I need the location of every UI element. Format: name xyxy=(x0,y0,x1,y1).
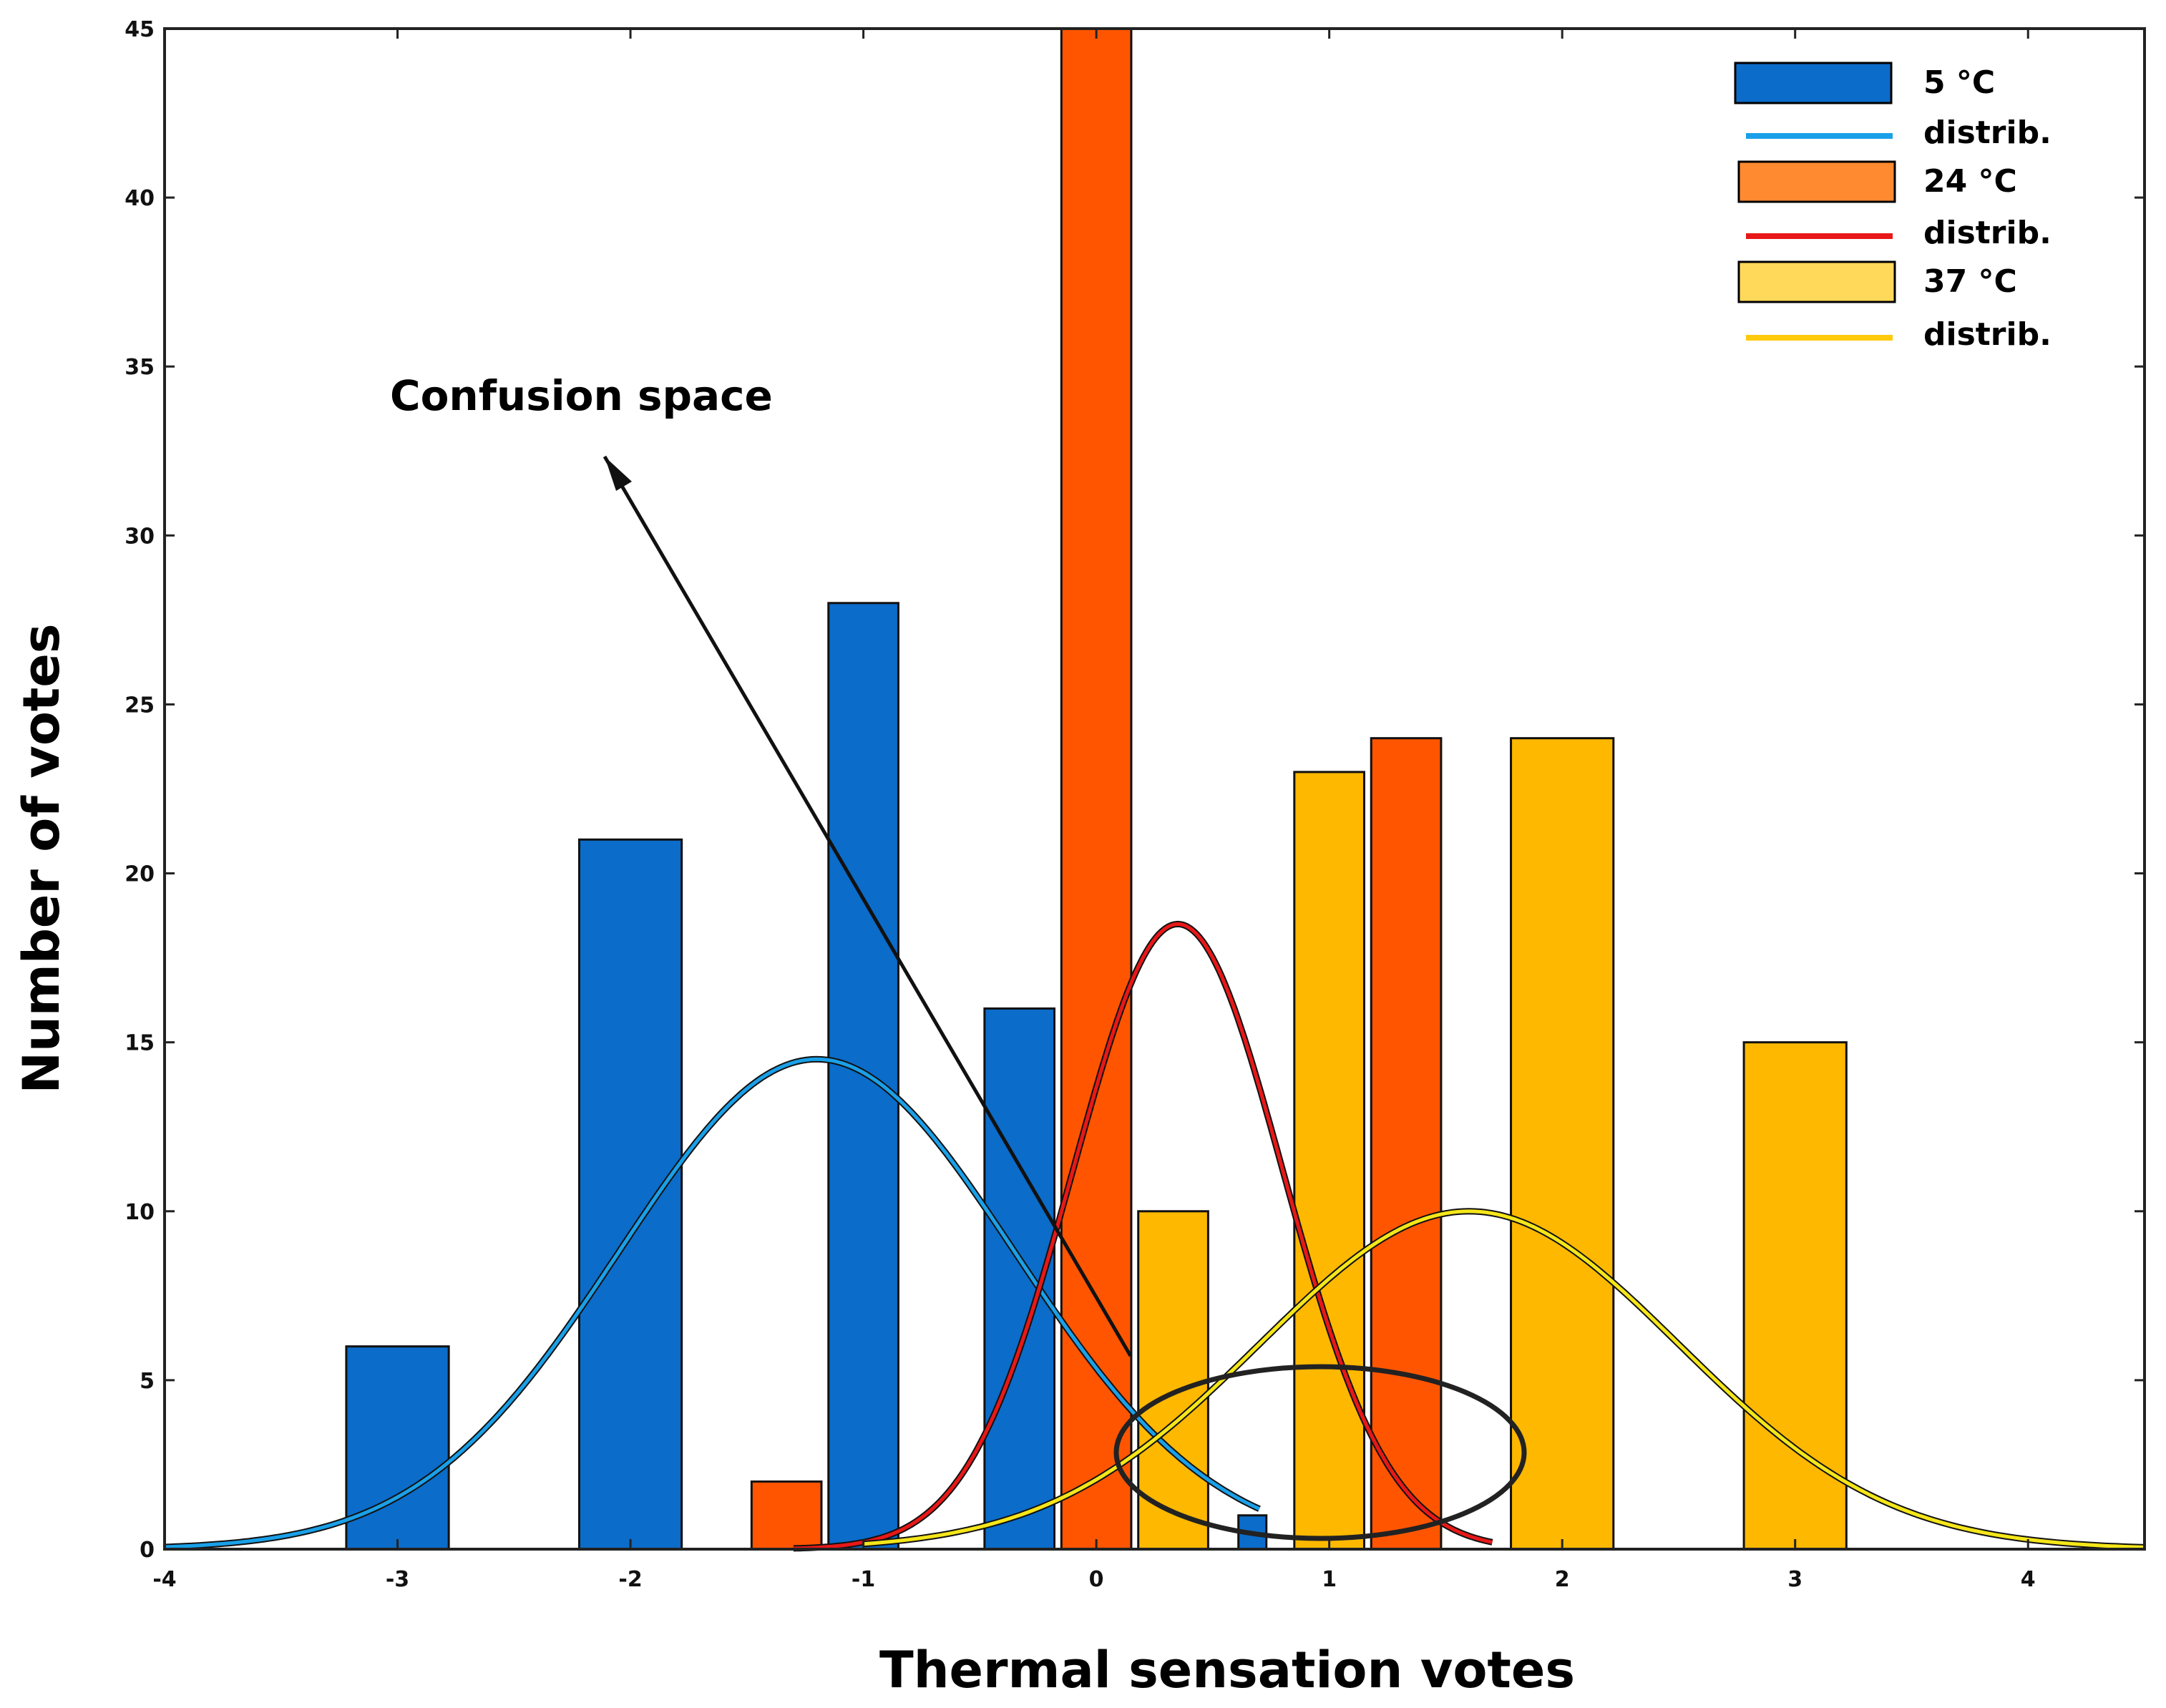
y-tick-label: 35 xyxy=(125,355,155,380)
bar-24c-x0 xyxy=(1060,27,1133,1551)
x-tick-label: -4 xyxy=(152,1567,176,1592)
bar-37c-x2 xyxy=(1510,737,1615,1551)
legend-label-37c-distrib: distrib. xyxy=(1923,316,2052,353)
y-tick-label: 15 xyxy=(125,1031,155,1056)
x-tick-label: -1 xyxy=(852,1567,875,1592)
y-tick-label: 40 xyxy=(125,186,155,211)
x-tick-label: -3 xyxy=(386,1567,409,1592)
legend-label-37c: 37 °C xyxy=(1923,263,2017,300)
bar-37c-x1 xyxy=(1293,771,1365,1551)
x-tick-label: 1 xyxy=(1322,1567,1337,1592)
x-axis-title: Thermal sensation votes xyxy=(879,1641,1575,1699)
bar-5c-x-2 xyxy=(577,838,683,1551)
x-tick-label: 2 xyxy=(1555,1567,1570,1592)
distribution-curve-5c xyxy=(164,1057,1261,1549)
legend-label-24c: 24 °C xyxy=(1923,163,2017,200)
y-tick-label: 0 xyxy=(140,1538,155,1563)
bar-24c-x1 xyxy=(1370,737,1443,1551)
legend-swatch-37c xyxy=(1737,260,1896,303)
legend-swatch-24c xyxy=(1737,160,1896,203)
y-axis-title: Number of votes xyxy=(12,623,71,1093)
y-tick-label: 10 xyxy=(125,1200,155,1225)
legend-label-5c: 5 °C xyxy=(1923,64,1995,101)
confusion-ellipse xyxy=(1113,1364,1527,1541)
y-tick-label: 30 xyxy=(125,524,155,549)
confusion-arrow-head xyxy=(605,457,632,491)
confusion-space-annotation: Confusion space xyxy=(390,371,1527,1541)
bar-24c-x-1 xyxy=(750,1480,823,1551)
legend-swatch-5c xyxy=(1734,62,1893,104)
distribution-curve-37c xyxy=(863,1209,2145,1549)
confusion-space-label: Confusion space xyxy=(390,371,773,420)
x-tick-label: 0 xyxy=(1089,1567,1104,1592)
legend-label-5c-distrib: distrib. xyxy=(1923,114,2052,151)
y-tick-label: 45 xyxy=(125,17,155,42)
legend-label-24c-distrib: distrib. xyxy=(1923,215,2052,251)
y-tick-label: 20 xyxy=(125,862,155,887)
x-tick-label: 3 xyxy=(1787,1567,1802,1592)
bar-5c-x-3 xyxy=(345,1345,450,1551)
x-tick-label: -2 xyxy=(618,1567,642,1592)
legend: 5 °C distrib. 24 °C distrib. 37 °C distr… xyxy=(1734,62,2052,353)
x-tick-label: 4 xyxy=(2021,1567,2036,1592)
y-tick-label: 25 xyxy=(125,693,155,718)
confusion-arrow xyxy=(603,455,1133,1357)
y-tick-label: 5 xyxy=(140,1369,155,1394)
distribution-curve-24c xyxy=(793,922,1493,1551)
plot-area-frame xyxy=(163,27,2146,1551)
